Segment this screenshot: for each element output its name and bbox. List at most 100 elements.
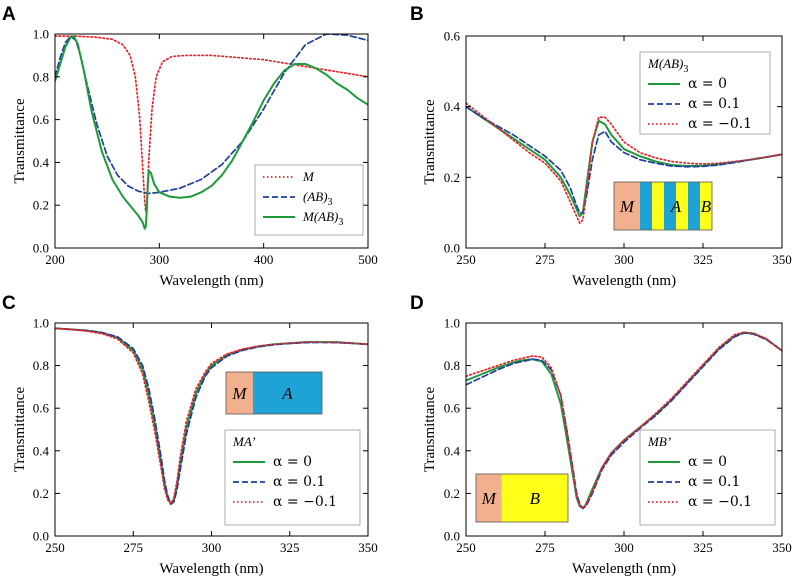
- y-axis-label: Transmittance: [12, 98, 28, 184]
- panel-d: D 250 275 300 325 350 0.0 0.2 0.4 0.6 0.8 1.0 Wavele…: [410, 293, 792, 577]
- legend-label-main: α = 0: [688, 76, 727, 92]
- series-line-2: [466, 332, 782, 510]
- legend-label-main: α = 0.1: [688, 96, 740, 112]
- series-line-2: [466, 105, 782, 214]
- series-line-3: [55, 327, 368, 505]
- x-tick-label: 350: [772, 540, 792, 555]
- legend-label-main: α = 0.1: [688, 474, 740, 490]
- x-tick-label: 350: [772, 252, 792, 267]
- y-tick-label: 0.4: [444, 99, 461, 114]
- series-line-3: [55, 35, 368, 230]
- x-axis-label: Wavelength (nm): [159, 561, 263, 577]
- legend-label-main: α = 0.1: [273, 474, 325, 490]
- y-tick-label: 0.0: [33, 529, 49, 544]
- legend-label-3: α = −0.1: [273, 494, 337, 510]
- legend-label-main: M(AB): [302, 209, 338, 224]
- inset-label-m: M: [231, 384, 247, 403]
- x-axis-label: Wavelength (nm): [572, 273, 676, 289]
- layer-b: [700, 182, 712, 230]
- legend: M(AB)3α = 0 α = 0.1 α = −0.1: [639, 51, 771, 135]
- panel-letter: D: [410, 293, 424, 314]
- legend-label-main: M: [302, 169, 315, 184]
- x-tick-label: 275: [535, 540, 555, 555]
- legend-label-main: α = −0.1: [688, 494, 752, 510]
- x-tick-label: 200: [45, 252, 65, 267]
- legend-title-sub: 3: [683, 64, 688, 75]
- legend-box: [639, 429, 776, 526]
- inset-frame: [225, 371, 323, 415]
- y-tick-label: 0.0: [444, 241, 460, 256]
- y-tick-label: 0.6: [33, 112, 50, 127]
- layer-m: [614, 182, 640, 230]
- y-tick-label: 0.8: [33, 69, 49, 84]
- x-axis-label: Wavelength (nm): [159, 273, 263, 289]
- legend-box: [254, 164, 364, 236]
- y-tick-label: 1.0: [33, 27, 49, 42]
- x-tick-label: 250: [45, 540, 65, 555]
- inset-label-b: B: [530, 489, 541, 508]
- series-group: [466, 102, 782, 225]
- legend-label-2: (AB)3: [303, 189, 333, 208]
- y-tick-label: 0.0: [444, 529, 460, 544]
- x-tick-label: 275: [124, 540, 144, 555]
- legend-label-2: α = 0.1: [688, 474, 740, 490]
- x-tick-label: 500: [358, 252, 378, 267]
- legend-title-main: M(AB): [647, 56, 683, 71]
- panel-letter: C: [2, 293, 16, 314]
- x-tick-label: 300: [150, 252, 170, 267]
- y-tick-label: 1.0: [444, 316, 460, 331]
- panel-a: A 200 300 400 500 0.0 0.2 0.4 0.6 0.8 1.0 Wavelengt…: [2, 4, 378, 289]
- x-tick-label: 325: [693, 540, 713, 555]
- panel-letter: A: [2, 4, 16, 25]
- layer-m: [476, 474, 502, 522]
- x-tick-label: 300: [614, 540, 634, 555]
- x-tick-label: 300: [614, 252, 634, 267]
- y-axis-label: Transmittance: [422, 99, 438, 185]
- y-tick-label: 0.6: [444, 401, 461, 416]
- y-axis-label: Transmittance: [12, 387, 28, 473]
- legend-box: [224, 429, 361, 526]
- y-tick-label: 0.0: [33, 241, 49, 256]
- legend-label-main: α = −0.1: [273, 494, 337, 510]
- panel-letter: B: [410, 4, 424, 25]
- legend-label-1: α = 0: [688, 454, 727, 470]
- legend-title: M(AB)3: [647, 56, 688, 75]
- legend-label-3: α = −0.1: [688, 494, 752, 510]
- x-tick-label: 250: [456, 540, 476, 555]
- legend-label-main: α = 0: [273, 454, 312, 470]
- inset-label-a: A: [281, 384, 293, 403]
- inset-label-a: A: [670, 197, 682, 216]
- y-tick-label: 0.2: [444, 170, 460, 185]
- y-tick-label: 0.2: [33, 198, 49, 213]
- legend-label-3: α = −0.1: [688, 116, 752, 132]
- legend-label-1: M: [302, 169, 315, 184]
- y-tick-label: 0.2: [444, 486, 460, 501]
- panel-b: B 250 275 300 325 350 0.0 0.2 0.4 0.6 Wavelength (…: [410, 4, 792, 289]
- legend: M(AB)3M(AB)3: [254, 164, 364, 236]
- legend: MB’ α = 0 α = 0.1 α = −0.1: [639, 429, 776, 526]
- series-group: [55, 34, 368, 230]
- y-tick-label: 0.6: [33, 401, 50, 416]
- layer-a: [640, 182, 652, 230]
- legend-label-1: α = 0: [688, 76, 727, 92]
- legend-label-2: α = 0.1: [688, 96, 740, 112]
- legend-label-main: α = 0: [688, 454, 727, 470]
- x-tick-label: 275: [535, 252, 555, 267]
- legend-label-sub: 3: [338, 217, 343, 228]
- inset-label-m: M: [481, 489, 497, 508]
- legend-title-main: MA’: [232, 434, 256, 449]
- legend-label-1: α = 0: [273, 454, 312, 470]
- x-axis-label: Wavelength (nm): [572, 561, 676, 577]
- layer-a: [664, 182, 676, 230]
- series-line-3: [466, 102, 782, 225]
- y-tick-label: 0.4: [444, 443, 461, 458]
- y-axis-label: Transmittance: [422, 387, 438, 473]
- inset-frame: [613, 181, 713, 231]
- legend-box: [639, 51, 771, 135]
- x-tick-label: 250: [456, 252, 476, 267]
- y-tick-label: 0.6: [444, 29, 461, 44]
